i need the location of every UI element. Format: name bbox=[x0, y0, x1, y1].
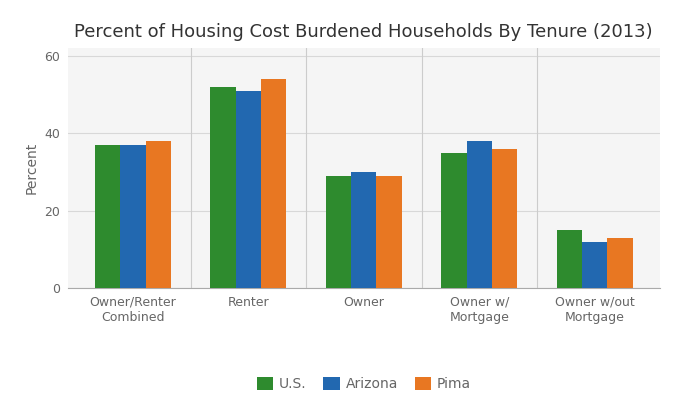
Bar bbox=[326, 176, 351, 288]
Bar bbox=[146, 141, 171, 288]
Bar bbox=[556, 230, 582, 288]
Y-axis label: Percent: Percent bbox=[25, 142, 39, 194]
Bar bbox=[377, 176, 402, 288]
Bar bbox=[210, 87, 236, 288]
Bar bbox=[261, 79, 286, 288]
Bar bbox=[351, 172, 377, 288]
Legend: U.S., Arizona, Pima: U.S., Arizona, Pima bbox=[251, 372, 477, 397]
Bar bbox=[236, 90, 261, 288]
Bar bbox=[607, 238, 632, 288]
Bar bbox=[492, 149, 517, 288]
Bar bbox=[582, 242, 607, 288]
Bar bbox=[95, 145, 120, 288]
Bar bbox=[441, 152, 466, 288]
Bar bbox=[120, 145, 146, 288]
Text: Percent of Housing Cost Burdened Households By Tenure (2013): Percent of Housing Cost Burdened Househo… bbox=[74, 23, 653, 41]
Bar bbox=[466, 141, 492, 288]
